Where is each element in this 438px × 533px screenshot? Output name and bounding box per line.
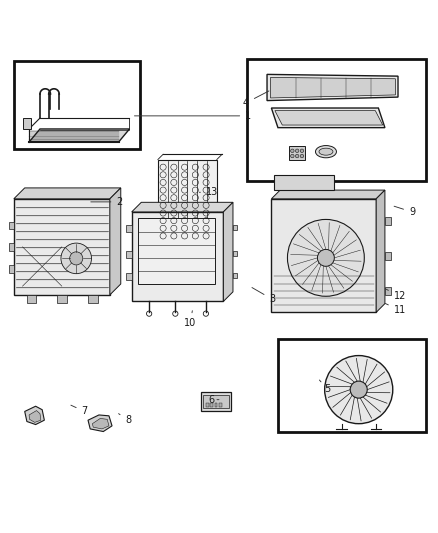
Bar [158,159,217,240]
Polygon shape [274,175,334,190]
Bar [14,199,110,295]
Bar [206,403,208,407]
Polygon shape [271,77,396,98]
Text: 7: 7 [71,405,88,416]
Text: 6: 6 [208,394,219,405]
Bar [127,251,132,258]
Circle shape [300,149,304,152]
Bar [272,199,376,312]
Text: 3: 3 [252,287,276,304]
Bar [385,217,391,225]
Bar [215,403,217,407]
Bar [385,252,391,260]
Bar [88,295,98,303]
Text: 5: 5 [319,380,330,394]
Polygon shape [14,188,121,199]
Circle shape [290,154,294,158]
Ellipse shape [319,148,333,155]
Bar [289,147,305,159]
Circle shape [318,249,334,266]
Ellipse shape [315,146,336,158]
Bar [210,403,213,407]
Circle shape [325,356,393,424]
Polygon shape [88,415,112,432]
Polygon shape [267,75,398,101]
Circle shape [61,243,92,273]
Polygon shape [132,203,233,212]
Bar [278,338,426,432]
Bar [219,403,222,407]
Bar [9,244,14,251]
Bar [27,295,36,303]
Bar [138,219,215,284]
Bar [22,118,31,129]
Text: 12: 12 [385,289,406,301]
Text: 11: 11 [385,303,406,315]
Polygon shape [272,190,385,199]
Polygon shape [272,108,385,128]
Bar [132,212,223,302]
Bar [127,225,132,231]
Bar [57,295,67,303]
Circle shape [300,154,304,158]
Polygon shape [376,190,385,312]
Text: 10: 10 [184,311,196,328]
Polygon shape [29,129,130,142]
Text: 2: 2 [91,197,123,207]
Bar [233,224,237,230]
Polygon shape [110,188,121,295]
Bar [233,251,237,256]
Circle shape [287,220,364,296]
Bar [201,392,231,410]
Text: 1: 1 [134,111,251,121]
Circle shape [295,154,299,158]
Bar [233,272,237,278]
Polygon shape [223,203,233,302]
Bar [14,61,141,149]
Circle shape [290,149,294,152]
Polygon shape [275,111,383,125]
Polygon shape [29,410,41,422]
Bar [9,265,14,273]
Text: 13: 13 [199,187,218,197]
Bar [385,287,391,295]
Circle shape [295,149,299,152]
Bar [9,222,14,229]
Polygon shape [25,406,44,425]
Text: 9: 9 [394,206,415,217]
Bar [127,273,132,280]
Circle shape [350,381,367,398]
Bar [203,395,229,408]
Bar [247,59,426,181]
Circle shape [70,252,83,265]
Text: 4: 4 [243,91,269,108]
Polygon shape [92,418,109,429]
Text: 8: 8 [119,414,131,425]
